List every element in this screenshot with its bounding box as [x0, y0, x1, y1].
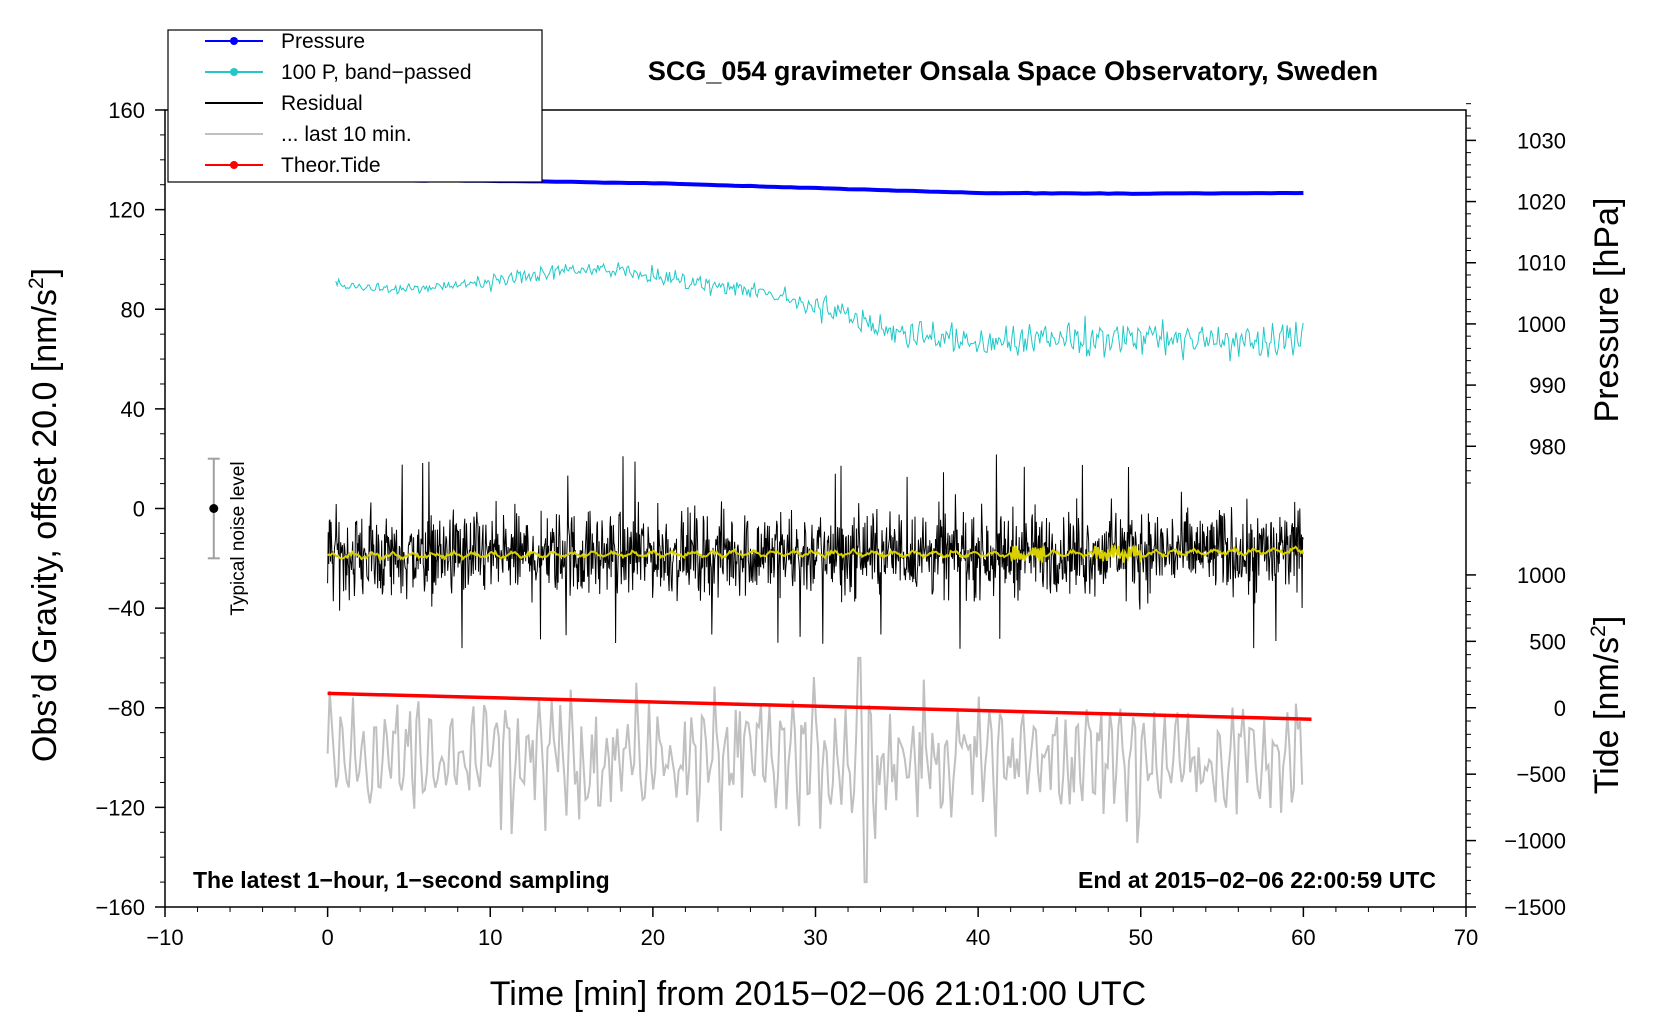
x-tick-label: 50: [1129, 925, 1153, 950]
series-residual-smoothed: [327, 543, 1305, 563]
x-tick-label: 40: [966, 925, 990, 950]
y-axis-left: 160 120 80 40 0 −40 −80 −120 −160: [95, 98, 165, 920]
legend-marker: [230, 68, 238, 76]
y-tick-label: 40: [121, 397, 145, 422]
tide-tick-label: −1000: [1504, 829, 1566, 854]
pressure-tick-label: 1010: [1517, 251, 1566, 276]
x-tick-label: 0: [322, 925, 334, 950]
y-tick-label: −160: [95, 895, 145, 920]
legend-marker: [230, 37, 238, 45]
annotation-sampling: The latest 1−hour, 1−second sampling: [193, 867, 610, 893]
series-band-passed-pressure: [335, 262, 1304, 362]
x-axis-title: Time [min] from 2015−02−06 21:01:00 UTC: [490, 975, 1146, 1013]
y-axis-left-title: Obs’d Gravity, offset 20.0 [nm/s2]: [25, 268, 64, 762]
tide-title-main: Tide [nm/s: [1588, 637, 1626, 794]
x-axis: −10 0 10 20 30 40 50 60 70: [146, 907, 1478, 950]
tide-tick-label: 500: [1529, 629, 1566, 654]
pressure-tick-label: 1020: [1517, 190, 1566, 215]
x-tick-label: 20: [641, 925, 665, 950]
legend-label: Pressure: [281, 30, 365, 53]
tide-title-sup: 2: [1587, 625, 1610, 637]
y-tick-label: 0: [133, 497, 145, 522]
y-left-title-sup: 2: [25, 277, 48, 289]
legend-box: [167, 29, 543, 183]
tide-tick-label: −1500: [1504, 895, 1566, 920]
series-layer: [326, 177, 1312, 884]
x-tick-label: 60: [1291, 925, 1315, 950]
legend-label: ... last 10 min.: [281, 123, 412, 146]
noise-label: Typical noise level: [228, 461, 249, 615]
y-tick-label: −120: [95, 795, 145, 820]
legend-label: Theor.Tide: [281, 154, 381, 177]
tide-tick-label: −500: [1516, 762, 1566, 787]
y-axis-tide: 1000 500 0 −500 −1000 −1500: [1466, 563, 1566, 920]
pressure-tick-label: 990: [1529, 373, 1566, 398]
x-tick-label: 30: [803, 925, 827, 950]
series-last-10-min: [326, 656, 1304, 884]
y-tick-label: −40: [108, 596, 145, 621]
tide-tick-label: 0: [1554, 696, 1566, 721]
y-axis-pressure: 1030 1020 1010 1000 990 980: [1466, 103, 1566, 484]
pressure-tick-label: 1000: [1517, 312, 1566, 337]
y-tick-label: −80: [108, 696, 145, 721]
legend-items: Pressure 100 P, band−passed Residual ... la…: [205, 30, 472, 177]
chart-title: SCG_054 gravimeter Onsala Space Observat…: [648, 56, 1378, 86]
series-theoretical-tide: [327, 691, 1312, 721]
legend-label: 100 P, band−passed: [281, 61, 472, 84]
noise-dot: [209, 504, 219, 513]
y-tick-label: 120: [108, 198, 145, 223]
x-tick-label: −10: [146, 925, 183, 950]
y-left-title-end: ]: [26, 268, 64, 277]
y-left-title-main: Obs’d Gravity, offset 20.0 [nm/s: [26, 289, 64, 762]
legend-label: Residual: [281, 92, 363, 115]
tide-title-end: ]: [1588, 616, 1626, 625]
series-residual: [327, 454, 1304, 649]
noise-indicator: Typical noise level: [207, 457, 249, 616]
y-tick-label: 80: [121, 297, 145, 322]
y-axis-pressure-title: Pressure [hPa]: [1588, 198, 1626, 423]
legend-marker: [230, 161, 238, 169]
tide-tick-label: 1000: [1517, 563, 1566, 588]
y-axis-tide-title: Tide [nm/s2]: [1587, 616, 1626, 795]
x-tick-label: 70: [1454, 925, 1478, 950]
legend: Pressure 100 P, band−passed Residual ... la…: [167, 29, 543, 183]
annotation-end-time: End at 2015−02−06 22:00:59 UTC: [1078, 867, 1436, 893]
pressure-tick-label: 980: [1529, 434, 1566, 459]
y-tick-label: 160: [108, 98, 145, 123]
x-tick-label: 10: [478, 925, 502, 950]
pressure-tick-label: 1030: [1517, 128, 1566, 153]
